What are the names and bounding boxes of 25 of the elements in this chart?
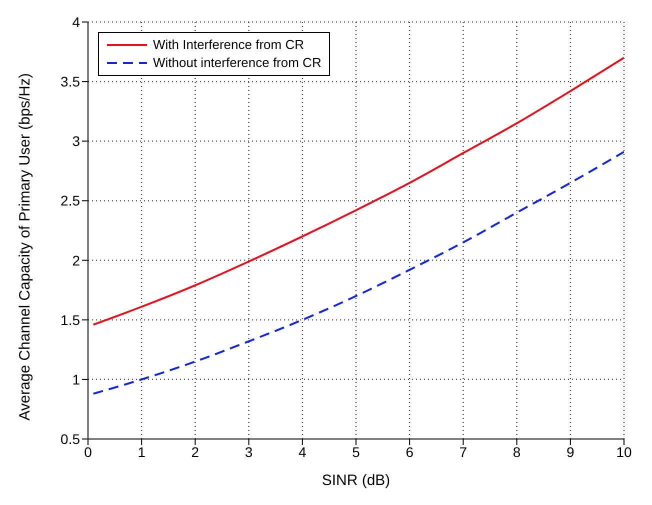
legend-label: Without interference from CR [153, 54, 322, 72]
x-tick-label: 9 [566, 444, 574, 460]
x-tick-label: 10 [616, 444, 632, 460]
y-tick-label: 2 [72, 252, 80, 268]
y-tick-label: 4 [72, 14, 80, 30]
x-tick-label: 5 [352, 444, 360, 460]
x-tick-label: 3 [244, 444, 253, 460]
y-tick-label: 1 [72, 371, 80, 388]
y-axis-title: Average Channel Capacity of Primary User (bps/Hz) [16, 73, 34, 420]
line-series [92, 56, 624, 326]
x-tick-label: 1 [138, 444, 146, 460]
y-tick-label: 3.5 [60, 74, 80, 90]
x-tick-label: 4 [298, 444, 306, 460]
y-tick-label: 0.5 [60, 430, 80, 447]
line-series [92, 150, 624, 395]
x-tick-label: 2 [191, 444, 200, 460]
legend-label: With Interference from CR [153, 36, 304, 54]
x-tick-label: 8 [512, 444, 521, 460]
x-axis-title: SINR (dB) [322, 472, 390, 489]
y-tick-label: 3 [72, 133, 80, 150]
y-tick-label: 1.5 [60, 312, 80, 328]
x-tick-label: 0 [84, 444, 92, 460]
x-tick-label: 7 [459, 444, 468, 460]
y-tick-label: 2.5 [60, 192, 80, 209]
x-tick-label: 6 [406, 444, 414, 460]
